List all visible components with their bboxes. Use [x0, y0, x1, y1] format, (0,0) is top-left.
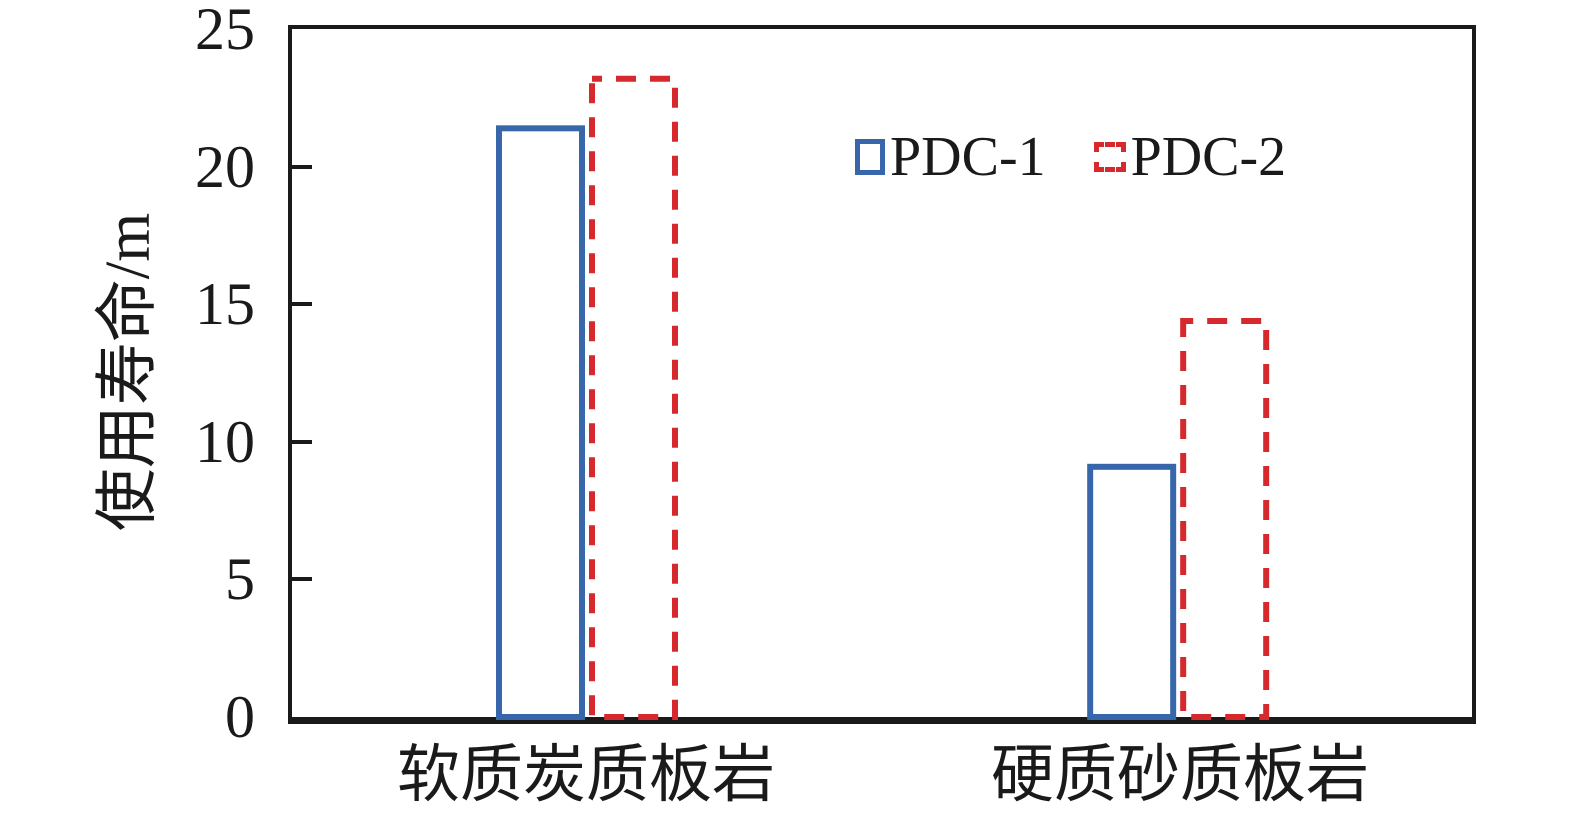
y-tick-mark — [292, 439, 312, 444]
bar-pdc-2-group2 — [1180, 317, 1270, 720]
bar-pdc-1-group2 — [1087, 463, 1177, 721]
pdc2-dashed-swatch-icon — [1093, 142, 1126, 172]
y-tick-mark — [292, 164, 312, 169]
y-tick-label: 5 — [225, 546, 255, 613]
y-tick-label: 25 — [195, 0, 255, 62]
legend-item-pdc1: PDC-1 — [855, 129, 1046, 185]
legend-label-pdc2: PDC-2 — [1130, 126, 1287, 188]
y-tick-mark — [292, 302, 312, 307]
x-category-label-2: 硬质砂质板岩 — [991, 740, 1369, 810]
plot-area: PDC-1 PDC-2 — [288, 25, 1476, 724]
legend-label-pdc1: PDC-1 — [890, 126, 1046, 188]
legend-item-pdc2: PDC-2 — [1093, 126, 1287, 188]
bar-pdc-1-group1 — [496, 125, 585, 720]
y-tick-label: 10 — [195, 408, 255, 475]
pdc1-solid-swatch-icon — [855, 139, 885, 175]
y-tick-mark — [292, 577, 312, 582]
y-axis-title: 使用寿命/m — [92, 212, 163, 532]
y-tick-label: 0 — [225, 684, 255, 750]
y-tick-label: 15 — [195, 271, 255, 338]
bars-canvas — [496, 75, 1270, 721]
bar-pdc-2-group1 — [589, 75, 678, 721]
y-tick-label: 20 — [195, 133, 255, 200]
legend: PDC-1 PDC-2 — [855, 129, 1286, 185]
x-category-label-1: 软质炭质板岩 — [397, 740, 775, 810]
